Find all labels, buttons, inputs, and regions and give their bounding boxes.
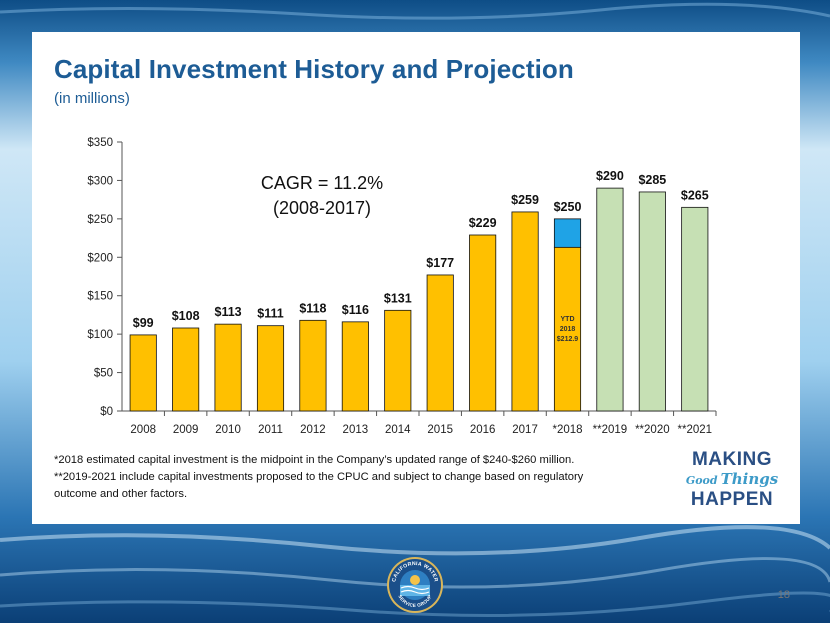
slide-title: Capital Investment History and Projectio… — [54, 54, 574, 84]
bar-value-label: $131 — [384, 291, 412, 305]
cagr-annotation: (2008-2017) — [273, 198, 371, 218]
y-tick-label: $150 — [87, 291, 113, 303]
bar-actual — [469, 234, 497, 412]
x-tick-label: 2017 — [512, 424, 538, 436]
slide-subtitle: (in millions) — [54, 90, 130, 107]
bar-actual — [426, 274, 454, 412]
y-tick-label: $100 — [87, 329, 113, 341]
x-tick-label: 2009 — [173, 424, 199, 436]
brand-line-2a: Good — [685, 474, 718, 487]
bar-value-label: $116 — [342, 303, 369, 317]
x-tick-label: 2011 — [258, 424, 283, 436]
x-tick-label: **2019 — [593, 424, 628, 436]
bar-projected — [596, 187, 624, 412]
bar-value-label: $259 — [511, 193, 539, 207]
bar-actual — [129, 334, 157, 412]
making-good-things-happen-logo: MAKING Good Things HAPPEN — [680, 450, 784, 512]
x-tick-label: 2016 — [470, 424, 496, 436]
bar-value-label: $177 — [426, 256, 454, 270]
bar-value-label: $285 — [638, 173, 666, 187]
y-tick-label: $50 — [94, 368, 113, 380]
brand-line-2b: Things — [720, 470, 779, 488]
brand-line-2: Good Things — [680, 470, 784, 490]
x-tick-label: 2012 — [300, 424, 326, 436]
ytd-2018-label: $212.9 — [557, 336, 579, 343]
bar-value-label: $250 — [554, 200, 582, 214]
ytd-2018-label: 2018 — [560, 326, 576, 333]
bar-value-label: $113 — [215, 305, 242, 319]
bar-actual — [256, 325, 285, 412]
bar-projected — [638, 191, 666, 412]
bar-2018-remaining-estimate — [553, 218, 582, 248]
x-tick-label: 2015 — [427, 424, 453, 436]
bar-actual — [341, 321, 369, 412]
bar-2018-ytd — [553, 246, 582, 412]
california-water-service-group-logo: CALIFORNIA WATER SERVICE GROUP — [387, 557, 443, 613]
footnote-2019-2021-continued: outcome and other factors. — [54, 488, 188, 500]
footnote-2018: *2018 estimated capital investment is th… — [54, 454, 575, 466]
bar-value-label: $111 — [257, 307, 283, 321]
bar-actual — [172, 327, 200, 412]
bar-projected — [681, 206, 709, 412]
x-tick-label: 2008 — [130, 424, 156, 436]
brand-line-1: MAKING — [691, 449, 773, 470]
capital-investment-bar-chart: $0 $50 $100 $150 $200 $250 $300 $350 $99 2008 $108… — [87, 137, 717, 436]
y-tick-label: $0 — [100, 406, 113, 418]
bar-actual — [299, 319, 327, 412]
x-tick-label: 2010 — [215, 424, 241, 436]
page-number: 18 — [777, 589, 790, 601]
bar-actual — [214, 323, 242, 412]
bar-actual — [511, 211, 539, 412]
y-tick-label: $350 — [87, 137, 113, 149]
bar-value-label: $99 — [133, 316, 154, 330]
x-tick-label: 2013 — [343, 424, 369, 436]
bar-value-label: $265 — [681, 188, 709, 202]
y-tick-label: $250 — [87, 214, 113, 226]
x-tick-label: **2020 — [635, 424, 670, 436]
footnotes: *2018 estimated capital investment is th… — [54, 452, 674, 503]
bar-value-label: $290 — [596, 169, 624, 183]
x-tick-label: **2021 — [678, 424, 713, 436]
cagr-annotation: CAGR = 11.2% — [261, 173, 383, 193]
slide-card: Capital Investment History and Projectio… — [32, 32, 800, 524]
bar-value-label: $118 — [299, 301, 326, 315]
bar-actual — [384, 309, 412, 412]
x-tick-label: *2018 — [552, 424, 582, 436]
bar-value-label: $229 — [469, 216, 497, 230]
ytd-2018-label: YTD — [561, 316, 575, 323]
y-tick-label: $200 — [87, 252, 113, 264]
bar-value-label: $108 — [172, 309, 200, 323]
y-tick-label: $300 — [87, 175, 113, 187]
brand-line-3: HAPPEN — [690, 489, 774, 510]
x-tick-label: 2014 — [385, 424, 411, 436]
footnote-2019-2021: **2019-2021 include capital investments … — [54, 471, 584, 483]
